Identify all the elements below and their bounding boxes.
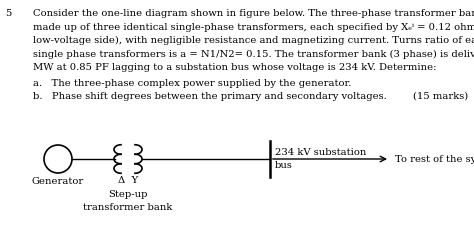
Text: To rest of the system: To rest of the system	[395, 155, 474, 164]
Text: a.   The three-phase complex power supplied by the generator.: a. The three-phase complex power supplie…	[33, 79, 351, 88]
Text: Generator: Generator	[32, 177, 84, 186]
Text: low-voltage side), with negligible resistance and magnetizing current. Turns rat: low-voltage side), with negligible resis…	[33, 36, 474, 45]
Text: transformer bank: transformer bank	[83, 203, 173, 212]
Text: (15 marks): (15 marks)	[413, 92, 468, 101]
Text: 5: 5	[5, 9, 11, 18]
Text: bus: bus	[275, 161, 293, 170]
Text: single phase transformers is a = N1/N2= 0.15. The transformer bank (3 phase) is : single phase transformers is a = N1/N2= …	[33, 49, 474, 59]
Text: Step-up: Step-up	[108, 190, 148, 199]
Text: 234 kV substation: 234 kV substation	[275, 148, 366, 157]
Text: Δ  Y: Δ Y	[118, 176, 138, 185]
Text: Consider the one-line diagram shown in figure below. The three-phase transformer: Consider the one-line diagram shown in f…	[33, 9, 474, 18]
Text: b.   Phase shift degrees between the primary and secondary voltages.: b. Phase shift degrees between the prima…	[33, 92, 387, 101]
Text: MW at 0.85 PF lagging to a substation bus whose voltage is 234 kV. Determine:: MW at 0.85 PF lagging to a substation bu…	[33, 63, 437, 72]
Text: made up of three identical single-phase transformers, each specified by Xₑⁱ = 0.: made up of three identical single-phase …	[33, 22, 474, 32]
